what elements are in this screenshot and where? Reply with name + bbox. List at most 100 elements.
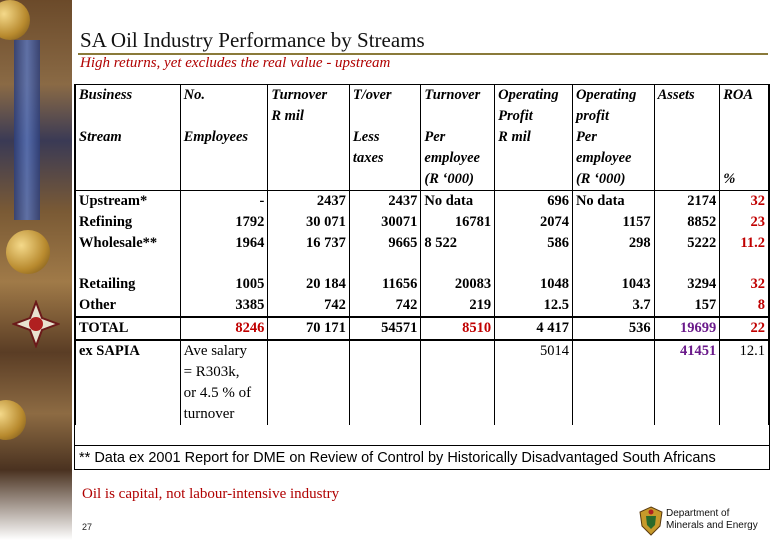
header-cell: employee [571,148,655,169]
value-cell: 3.7 [571,295,655,317]
page-number: 27 [82,522,93,532]
table-body: Upstream* -2437 2437 No data 696 No data 2174 3… [75,190,769,425]
header-cell [653,148,721,169]
value-cell: 8 [719,295,769,317]
header-row: (R ‘000) (R ‘000)% [75,169,769,191]
value-cell: 1048 [494,274,573,295]
header-cell: R mil [494,127,573,148]
header-cell: Turnover [420,85,496,106]
stream-name-cell: Refining [75,212,181,233]
stream-name-cell: ex SAPIA [75,340,181,425]
spacer-cell [653,254,721,274]
value-cell: 157 [653,295,721,317]
value-cell: 1043 [571,274,655,295]
empty-cell [348,340,422,425]
value-cell: 70 171 [267,316,350,341]
slide-subtitle: High returns, yet excludes the real valu… [80,55,391,71]
value-cell: 41451 [653,340,721,425]
header-cell: Less [348,127,422,148]
spacer-cell [571,254,655,274]
header-cell: T/over [348,85,422,106]
coin-graphic [0,0,30,40]
header-cell [719,148,769,169]
value-cell: 536 [571,316,655,341]
value-cell: 742 [267,295,350,317]
value-cell: No data [420,190,496,212]
header-cell [420,106,496,127]
performance-table-container: Business No. Turnover T/over Turnover Operati… [74,84,770,470]
value-cell: 696 [494,190,573,212]
department-name: Department of Minerals and Energy [666,508,758,532]
value-cell: 32 [719,190,769,212]
spacer-cell [348,254,422,274]
header-cell: Operating [571,85,655,106]
header-cell: ROA [719,85,769,106]
value-cell: 5222 [653,233,721,254]
value-cell: 2437 [267,190,350,212]
performance-table: Business No. Turnover T/over Turnover Operati… [75,85,769,425]
value-cell: 2074 [494,212,573,233]
ribbon-graphic [14,40,40,220]
spacer-cell [420,254,496,274]
salary-note-line: = R303k, [183,364,240,380]
header-cell [494,148,573,169]
coin-graphic [0,400,26,440]
value-cell: 1157 [571,212,655,233]
header-cell [267,127,350,148]
header-cell: profit [571,106,655,127]
decorative-fade [0,470,72,540]
header-cell [348,106,422,127]
header-cell: (R ‘000) [420,169,496,191]
header-cell [179,106,269,127]
header-cell [719,106,769,127]
header-cell: taxes [348,148,422,169]
value-cell: 4 417 [494,316,573,341]
header-cell [653,169,721,191]
header-cell: Stream [75,127,181,148]
header-cell: Operating [494,85,573,106]
stream-name-cell: Other [75,295,181,317]
header-row: R mil Profit profit [75,106,769,127]
header-cell: employee [420,148,496,169]
header-cell: Turnover [267,85,350,106]
value-cell: 30071 [348,212,422,233]
value-cell: 2437 [348,190,422,212]
value-cell: No data [571,190,655,212]
header-cell: Per [420,127,496,148]
coat-of-arms-icon [639,506,663,536]
value-cell: 11.2 [719,233,769,254]
stream-name-cell: Retailing [75,274,181,295]
spacer-cell [267,254,350,274]
stream-name-cell: TOTAL [75,316,181,341]
department-line-2: Minerals and Energy [666,520,758,531]
value-cell: 8852 [653,212,721,233]
header-cell [179,148,269,169]
medal-cross-icon [12,300,60,348]
spacer-cell [494,254,573,274]
spacer-cell [75,254,181,274]
header-row: taxes employee employee [75,148,769,169]
value-cell: 12.1 [719,340,769,425]
value-cell: 1964 [179,233,269,254]
header-cell [494,169,573,191]
salary-note-line: turnover [183,406,235,422]
value-cell: 8246 [179,316,269,341]
value-cell: 298 [571,233,655,254]
value-cell: 20083 [420,274,496,295]
value-cell: 8510 [420,316,496,341]
header-cell [653,127,721,148]
value-cell: 16781 [420,212,496,233]
value-cell: 12.5 [494,295,573,317]
header-cell [653,106,721,127]
value-cell: 1005 [179,274,269,295]
header-cell: Employees [179,127,269,148]
empty-cell [420,340,496,425]
header-cell: (R ‘000) [571,169,655,191]
table-row: Retailing 1005 20 184 11656 20083 1048 1043 329… [75,274,769,295]
empty-cell [571,340,655,425]
header-cell [179,169,269,191]
value-cell: 19699 [653,316,721,341]
table-row: TOTAL 8246 70 171 54571 8510 4 417 536 19699 22 [75,316,769,341]
table-footnote: ** Data ex 2001 Report for DME on Review… [75,445,769,469]
header-cell: R mil [267,106,350,127]
